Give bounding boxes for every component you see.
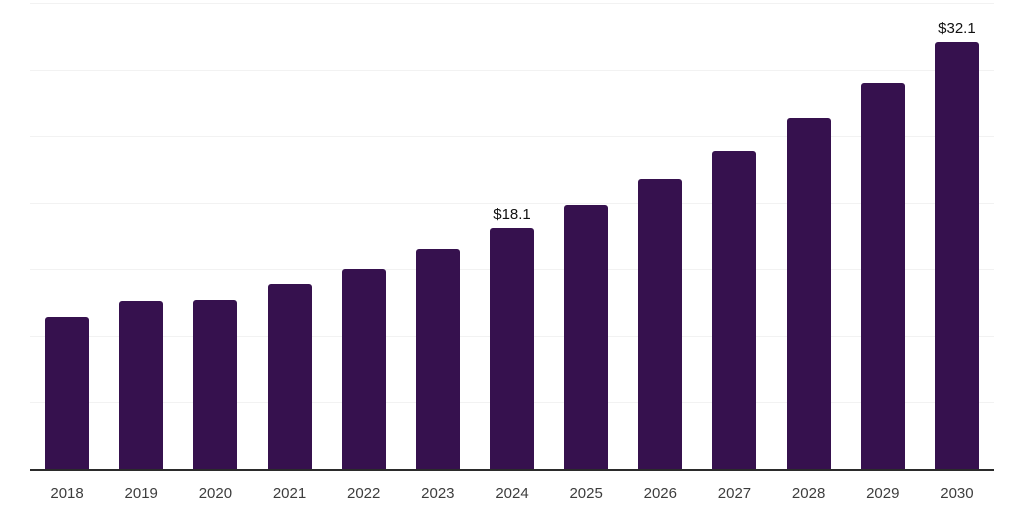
bar-2022 <box>341 269 386 469</box>
gridline <box>30 202 994 204</box>
bar-2020 <box>193 299 238 469</box>
x-tick-label-2025: 2025 <box>569 485 603 502</box>
bar-2018 <box>45 317 90 469</box>
x-tick-label-2024: 2024 <box>495 485 529 502</box>
x-tick-label-2029: 2029 <box>866 485 900 502</box>
bar-2028 <box>786 117 831 469</box>
x-tick-label-2030: 2030 <box>940 485 974 502</box>
bar-2025 <box>564 205 609 469</box>
x-tick-label-2027: 2027 <box>717 485 752 502</box>
bar-2029 <box>860 82 905 469</box>
x-tick-label-2028: 2028 <box>791 485 826 502</box>
bar-2027 <box>712 150 757 469</box>
bar-2030 <box>934 41 979 469</box>
bar-2021 <box>267 283 312 469</box>
value-label-2030: $32.1 <box>938 19 976 37</box>
bar-2026 <box>638 178 683 469</box>
bar-2019 <box>119 301 164 469</box>
x-tick-label-2022: 2022 <box>347 485 381 502</box>
x-axis-line <box>30 469 994 471</box>
x-tick-label-2019: 2019 <box>124 485 158 502</box>
x-tick-label-2026: 2026 <box>643 485 677 502</box>
gridline <box>30 69 994 71</box>
x-tick-label-2020: 2020 <box>198 485 233 502</box>
bar-2023 <box>415 249 460 469</box>
gridline <box>30 136 994 138</box>
gridline <box>30 3 994 4</box>
value-label-2024: $18.1 <box>493 206 531 223</box>
x-tick-label-2018: 2018 <box>50 485 84 502</box>
x-tick-label-2021: 2021 <box>272 485 307 502</box>
bar-2024 <box>490 228 534 469</box>
x-tick-label-2023: 2023 <box>421 485 455 502</box>
